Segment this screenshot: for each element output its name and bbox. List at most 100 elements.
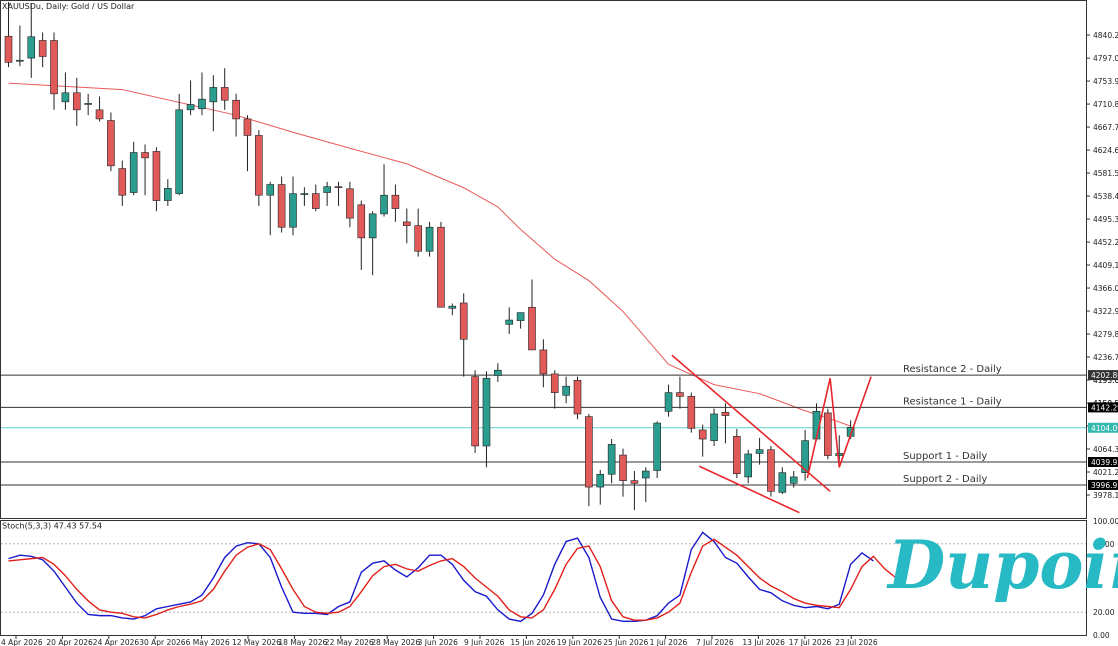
candle-body-up: [380, 194, 388, 215]
candle-body-down: [141, 152, 149, 159]
candle-body-down: [346, 188, 354, 219]
candle: [664, 384, 673, 417]
channel-line: [698, 465, 800, 514]
moving-average-layer: [8, 82, 851, 427]
candle-body-down: [676, 392, 684, 397]
candle: [494, 363, 502, 382]
candle: [198, 72, 206, 116]
price-tick-label: 4624.60: [1093, 146, 1118, 155]
price-tick-label: 4409.10: [1093, 261, 1118, 270]
candle: [721, 403, 730, 444]
candle-body-down: [767, 449, 775, 492]
price-tick-label: 4840.20: [1093, 31, 1118, 40]
candle: [835, 435, 844, 462]
candle: [152, 147, 161, 212]
candle-body-up: [516, 312, 525, 321]
candle: [425, 221, 434, 257]
candle: [107, 112, 115, 172]
logo-text: Dupoin: [886, 526, 1118, 604]
candle-body-down: [50, 40, 58, 95]
stoch-panel-frame: [0, 520, 1087, 636]
candle-body-up: [664, 392, 673, 412]
price-tick-label: 4279.80: [1093, 330, 1118, 339]
candle: [630, 471, 639, 510]
candle-body-up: [710, 413, 718, 441]
time-tick-label: 15 Jun 2026: [510, 638, 555, 646]
candles-layer: [4, 2, 855, 510]
candle-body-down: [152, 151, 161, 201]
candle: [528, 279, 536, 351]
price-tag-label: 4104.09: [1091, 424, 1118, 433]
candle: [607, 439, 616, 484]
candle: [414, 208, 422, 257]
price-tick-label: 4193.60: [1093, 376, 1118, 385]
candle-body-down: [402, 221, 411, 226]
price-tag: [1088, 422, 1118, 433]
candle: [710, 408, 718, 446]
candle: [50, 32, 58, 110]
time-tick-label: 9 Jun 2026: [464, 638, 505, 646]
price-tag-label: 4039.93: [1091, 458, 1118, 467]
candle-body-down: [721, 412, 730, 416]
price-tick-label: 4710.80: [1093, 100, 1118, 109]
candle-body-down: [118, 168, 127, 196]
price-tick-label: 4366.00: [1093, 284, 1118, 293]
price-tag: [1088, 479, 1118, 490]
candle: [95, 96, 104, 122]
price-tag-label: 4142.29: [1091, 403, 1118, 412]
time-tick-label: 3 Jun 2026: [418, 638, 459, 646]
candle: [459, 293, 468, 377]
candle-body-up: [84, 103, 92, 105]
candle: [4, 2, 13, 68]
candle-body-down: [528, 306, 536, 351]
price-tick-label: 4193.60: [1093, 376, 1118, 385]
candle-body-down: [687, 396, 696, 429]
candle: [585, 413, 593, 507]
time-tick-label: 18 May 2026: [278, 638, 327, 646]
candle: [755, 437, 764, 465]
time-tick-label: 20 Apr 2026: [46, 638, 93, 646]
candle: [175, 93, 183, 196]
candle: [61, 72, 70, 110]
stoch-tick-label: 0.00: [1093, 631, 1110, 640]
candle: [346, 181, 354, 228]
candle: [437, 221, 445, 308]
annotations-layer: [671, 354, 872, 514]
candle-body-down: [391, 194, 400, 209]
moving-average-line: [8, 82, 851, 427]
candle: [266, 181, 275, 236]
candle-body-down: [733, 436, 741, 475]
time-tick-label: 6 May 2026: [186, 638, 230, 646]
candle-body-up: [778, 472, 787, 493]
time-tick-label: 7 Jul 2026: [696, 638, 734, 646]
level-label: Support 1 - Daily: [903, 451, 987, 462]
candle-body-up: [323, 186, 331, 193]
candle-body-up: [16, 59, 24, 62]
candle: [16, 25, 24, 67]
price-tag: [1088, 457, 1118, 468]
candle: [562, 376, 570, 404]
time-tick-label: 17 Jul 2026: [789, 638, 832, 646]
time-tick-label: 1 Jul 2026: [650, 638, 688, 646]
candle: [573, 376, 582, 420]
candle-body-up: [27, 36, 36, 59]
candle: [824, 408, 832, 460]
price-tick-label: 4538.40: [1093, 192, 1118, 201]
time-tick-label: 12 May 2026: [232, 638, 281, 646]
candle: [676, 376, 684, 409]
candle-body-up: [300, 193, 309, 195]
time-tick-label: 28 May 2026: [371, 638, 420, 646]
candle-body-down: [619, 454, 627, 481]
price-tag: [1088, 402, 1118, 413]
stoch-tick-label: 80.00: [1093, 540, 1115, 549]
price-tick-label: 4495.30: [1093, 215, 1118, 224]
candle-body-up: [835, 453, 844, 456]
price-tag-label: 3996.92: [1091, 481, 1118, 490]
candle: [141, 144, 149, 196]
candle: [471, 370, 479, 453]
candle-body-up: [755, 449, 764, 454]
candle-body-up: [198, 98, 206, 110]
time-tick-label: 24 Apr 2026: [93, 638, 140, 646]
stochastic-layer: 100.00 80.00 20.00 0.00: [1, 517, 1118, 640]
